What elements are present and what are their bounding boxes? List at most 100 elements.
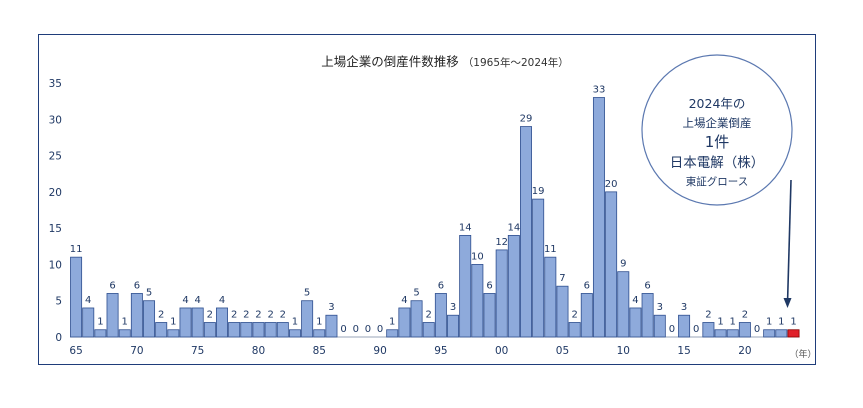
y-tick-label: 25 [49,151,62,163]
y-tick-label: 0 [55,332,62,344]
data-label: 6 [109,280,115,291]
data-label: 6 [134,280,140,291]
data-label: 3 [450,302,456,313]
bar [252,322,265,338]
bar [568,322,581,338]
data-label: 12 [495,237,508,248]
x-tick-label: 95 [434,345,447,357]
bar [118,329,131,338]
y-tick-label: 20 [49,187,62,199]
bar [228,322,241,338]
bars [70,97,800,338]
data-label: 4 [401,295,407,306]
data-label: 2 [280,309,286,320]
bar [544,256,557,338]
data-label: 9 [620,259,626,270]
callout-text: 日本電解（株） [670,155,765,171]
bar [240,322,253,338]
data-label: 1 [97,317,103,328]
bar [702,322,715,338]
bar [738,322,751,338]
y-tick-label: 35 [49,78,62,90]
y-tick-label: 15 [49,223,62,235]
data-label: 2 [426,309,432,320]
chart-title: 上場企業の倒産件数推移 （1965年～2024年） [321,54,568,69]
data-label: 14 [507,222,520,233]
bar [532,198,545,338]
data-label: 4 [182,295,188,306]
bar [94,329,107,338]
x-tick-label: 05 [556,345,569,357]
data-label: 5 [146,288,152,299]
x-tick-label: 75 [191,345,204,357]
bar [629,307,642,338]
data-label: 0 [377,324,383,335]
bar [605,191,618,338]
data-label: 1 [778,317,784,328]
bar [775,329,788,338]
x-tick-label: 70 [130,345,143,357]
data-label: 4 [194,295,200,306]
bar [787,329,800,338]
bar [203,322,216,338]
x-tick-label: 80 [252,345,265,357]
bar [592,97,605,338]
x-tick-label: 20 [738,345,751,357]
data-label: 1 [717,317,723,328]
bar [325,314,338,338]
data-label: 4 [219,295,225,306]
y-tick-label: 30 [49,114,62,126]
bar [471,264,484,338]
data-label: 2 [243,309,249,320]
x-tick-label: 10 [617,345,630,357]
data-label: 2 [267,309,273,320]
bar [288,329,301,338]
data-label: 20 [605,179,618,190]
data-label: 33 [593,85,606,96]
bar [434,293,447,338]
data-label: 6 [486,280,492,291]
x-tick-label: 65 [69,345,82,357]
data-label: 29 [520,114,533,125]
data-label: 6 [584,280,590,291]
data-label: 1 [766,317,772,328]
bar [216,307,228,338]
bar [264,322,277,338]
data-label: 5 [304,288,310,299]
data-label: 1 [170,317,176,328]
bar [82,307,95,338]
data-label: 3 [328,302,334,313]
bar [726,329,739,338]
data-label: 2 [571,309,577,320]
bar [301,300,314,338]
bar [155,322,168,338]
bar [617,271,630,338]
bar [130,293,143,338]
callout-text: 2024年の [689,96,746,111]
x-tick-label: 00 [495,345,508,357]
data-label: 0 [353,324,359,335]
data-label: 3 [657,302,663,313]
data-label: 1 [389,317,395,328]
bar [483,293,496,338]
callout-text: 上場企業倒産 [683,116,752,130]
callout-text: 1件 [705,133,730,151]
bar [70,256,83,338]
callout-circle [641,54,793,206]
bar [410,300,423,338]
data-label: 2 [705,309,711,320]
data-label: 0 [669,324,675,335]
data-label: 11 [70,244,83,255]
data-label: 10 [471,251,484,262]
data-label: 2 [255,309,261,320]
bar [495,249,508,338]
bar [556,285,569,338]
bar [313,329,326,338]
data-label: 4 [85,295,91,306]
bar [179,307,192,338]
data-label: 2 [207,309,213,320]
